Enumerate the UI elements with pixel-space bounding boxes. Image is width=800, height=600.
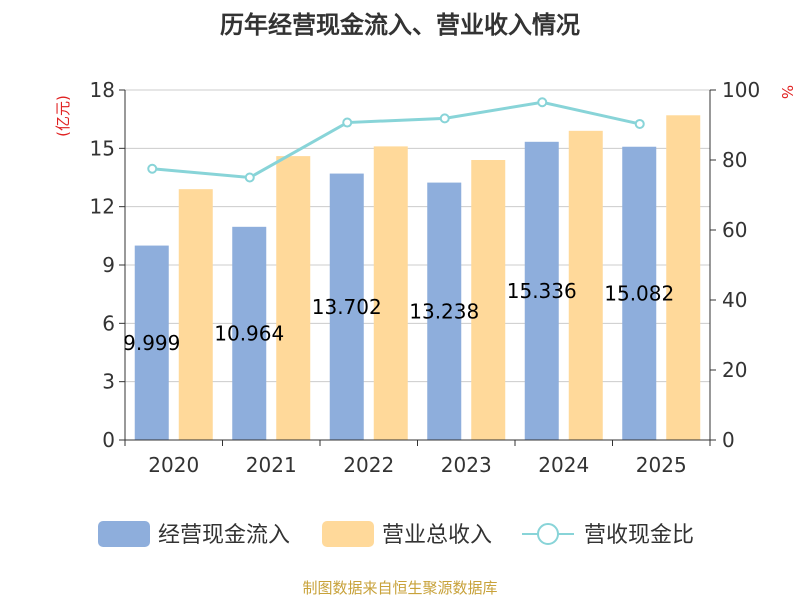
- bar-revenue: [568, 130, 603, 441]
- right-tick-label: 0: [722, 428, 735, 452]
- ratio-point: [147, 163, 158, 174]
- ratio-line: [147, 97, 645, 183]
- bar-revenue: [373, 146, 408, 440]
- bar-cash-inflow: [427, 182, 462, 440]
- bar-revenue: [666, 115, 701, 441]
- data-label: 10.964: [214, 321, 284, 345]
- bar-revenue: [178, 189, 213, 440]
- right-tick-label: 100: [722, 78, 760, 102]
- legend-swatch-revenue: [322, 521, 374, 547]
- bar-revenue: [471, 160, 506, 440]
- ratio-point: [634, 118, 645, 129]
- x-tick-label: 2022: [343, 453, 394, 477]
- ratio-line-path: [152, 100, 641, 180]
- left-tick-label: 9: [102, 253, 115, 277]
- left-tick-label: 18: [90, 78, 115, 102]
- bar-cash-inflow: [329, 173, 364, 441]
- bar-cash-inflow: [622, 146, 657, 440]
- data-label: 13.702: [312, 295, 382, 319]
- legend-label-revenue: 营业总收入: [382, 523, 492, 548]
- left-tick-label: 12: [90, 195, 115, 219]
- data-labels: 9.999 10.964 13.702 13.238 15.336 15.082: [123, 279, 674, 355]
- left-axis-unit: (亿元): [54, 95, 72, 137]
- data-label: 9.999: [123, 331, 180, 355]
- x-tick-label: 2023: [441, 453, 492, 477]
- x-tick-label: 2024: [538, 453, 589, 477]
- bar-cash-inflow: [134, 245, 169, 440]
- left-tick-label: 15: [90, 136, 115, 160]
- left-tick-label: 0: [102, 428, 115, 452]
- bars: [134, 115, 701, 441]
- ratio-point: [537, 97, 548, 108]
- bar-cash-inflow: [524, 141, 559, 441]
- bar-cash-inflow: [232, 226, 267, 440]
- left-tick-label: 6: [102, 311, 115, 335]
- data-label: 13.238: [409, 299, 479, 323]
- ratio-point: [244, 172, 255, 183]
- axes: 0 3 6 9 12 15 18 0 20 40 60 80 100 2020 2021 2022 2023 20…: [90, 78, 761, 477]
- legend: 经营现金流入 营业总收入 营收现金比: [98, 521, 694, 548]
- left-tick-label: 3: [102, 370, 115, 394]
- grid: [125, 89, 710, 383]
- right-tick-label: 20: [722, 358, 747, 382]
- data-source: 制图数据来自恒生聚源数据库: [302, 579, 497, 597]
- chart-title: 历年经营现金流入、营业收入情况: [220, 11, 580, 39]
- data-label: 15.082: [604, 281, 674, 305]
- x-tick-label: 2025: [636, 453, 687, 477]
- ratio-point: [439, 113, 450, 124]
- bar-revenue: [276, 156, 311, 440]
- right-tick-label: 80: [722, 148, 747, 172]
- legend-label-cash-inflow: 经营现金流入: [158, 523, 290, 548]
- legend-swatch-ratio-marker: [537, 523, 559, 545]
- right-tick-label: 40: [722, 288, 747, 312]
- x-tick-label: 2021: [246, 453, 297, 477]
- right-axis-unit: %: [778, 85, 796, 99]
- data-label: 15.336: [507, 279, 577, 303]
- right-tick-label: 60: [722, 218, 747, 242]
- legend-swatch-cash-inflow: [98, 521, 150, 547]
- ratio-point: [342, 117, 353, 128]
- legend-label-ratio: 营收现金比: [584, 523, 694, 548]
- x-tick-label: 2020: [148, 453, 199, 477]
